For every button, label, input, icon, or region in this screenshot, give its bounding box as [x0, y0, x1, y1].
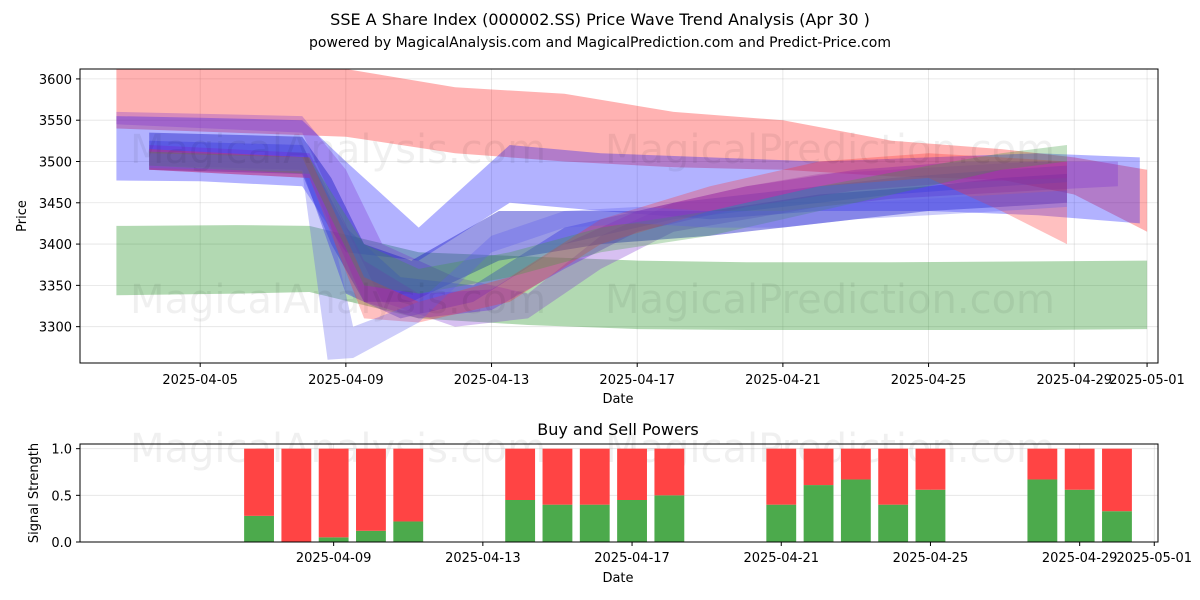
price-y-tick-label: 3300 [39, 321, 72, 336]
buy-bar [654, 495, 685, 542]
price-x-tick-label: 2025-04-05 [162, 373, 238, 388]
chart-title: SSE A Share Index (000002.SS) Price Wave… [330, 10, 870, 29]
sell-bar [1027, 448, 1058, 480]
signal-x-tick-label: 2025-05-01 [1116, 551, 1192, 566]
sell-bar [542, 448, 573, 505]
price-bands [116, 69, 1148, 360]
sell-bar [840, 448, 871, 480]
sell-bar [1064, 448, 1095, 490]
sell-bar [1102, 448, 1132, 512]
sell-bar [318, 448, 349, 538]
price-grid [80, 69, 1158, 363]
buy-bar [766, 504, 797, 542]
watermark-analysis-1: MagicalAnalysis.com [130, 127, 546, 173]
signal-x-tick-label: 2025-04-29 [1042, 551, 1118, 566]
price-watermarks: MagicalAnalysis.com MagicalPrediction.co… [130, 127, 1055, 323]
watermark-analysis-2: MagicalAnalysis.com [130, 277, 546, 323]
price-y-tick-label: 3600 [39, 73, 72, 88]
buy-bar [318, 537, 349, 542]
price-band-wave-3 [149, 145, 1067, 319]
buy-bar [878, 504, 909, 542]
signal-plot-frame [79, 443, 1159, 543]
buy-bar [542, 504, 573, 542]
price-x-tick-label: 2025-04-09 [308, 373, 384, 388]
price-y-tick-label: 3350 [39, 279, 72, 294]
price-wave-chart: MagicalAnalysis.com MagicalPrediction.co… [15, 68, 1185, 407]
price-band-wave-2 [149, 140, 1067, 319]
sell-bar [803, 448, 834, 486]
sell-bar [505, 448, 536, 500]
signal-x-tick-label: 2025-04-17 [594, 551, 670, 566]
sell-bar [579, 448, 610, 505]
buy-bar [356, 530, 386, 542]
signal-x-tick-label: 2025-04-09 [296, 551, 372, 566]
signal-y-axis-label: Signal Strength [27, 443, 42, 543]
price-band-wave-6 [149, 153, 1067, 360]
sell-bar [356, 448, 386, 531]
signal-x-axis-label: Date [602, 571, 633, 586]
buy-sell-title: Buy and Sell Powers [537, 420, 699, 439]
chart-subtitle: powered by MagicalAnalysis.com and Magic… [309, 35, 891, 51]
sell-bar [766, 448, 797, 505]
buy-bar [617, 500, 647, 542]
price-y-tick-label: 3450 [39, 197, 72, 212]
buy-bar [1027, 479, 1058, 542]
price-band-red-upper-band [116, 69, 1148, 232]
buy-bar [803, 485, 834, 542]
signal-y-tick-label: 0.5 [51, 489, 72, 504]
price-axes: 2025-04-05 2025-04-09 2025-04-13 2025-04-17… [39, 73, 1185, 388]
price-x-tick-label: 2025-04-13 [454, 373, 530, 388]
price-x-tick-label: 2025-05-01 [1109, 373, 1185, 388]
signal-x-tick-label: 2025-04-13 [445, 551, 521, 566]
price-y-axis-label: Price [15, 200, 30, 232]
sell-bar [244, 448, 274, 516]
buy-bar [393, 521, 424, 542]
price-band-green-lower-band [116, 225, 1148, 330]
signal-y-tick-label: 1.0 [51, 443, 72, 458]
price-band-blue-main-band [116, 116, 1140, 261]
buy-bar [915, 489, 946, 542]
sell-bar [654, 448, 685, 496]
price-y-tick-label: 3550 [39, 114, 72, 129]
signal-x-tick-label: 2025-04-25 [893, 551, 969, 566]
buy-bar [1102, 511, 1132, 542]
price-band-wave-5 [149, 145, 1067, 294]
sell-bar [393, 448, 424, 522]
sell-bar [281, 448, 312, 542]
watermark-prediction-1: MagicalPrediction.com [605, 127, 1055, 173]
price-plot-frame [79, 68, 1159, 364]
buy-bar [1064, 489, 1095, 542]
signal-axes: 2025-04-09 2025-04-13 2025-04-17 2025-04-21… [51, 443, 1192, 566]
price-x-tick-label: 2025-04-25 [891, 373, 967, 388]
signal-y-tick-label: 0.0 [51, 536, 72, 551]
signal-x-tick-label: 2025-04-21 [743, 551, 819, 566]
buy-bar [244, 515, 274, 542]
sell-bar [617, 448, 647, 500]
sell-bar [915, 448, 946, 490]
buy-bar [579, 504, 610, 542]
price-y-tick-label: 3500 [39, 155, 72, 170]
price-band-wave-1 [149, 132, 1067, 302]
sell-bar [878, 448, 909, 505]
price-y-tick-label: 3400 [39, 238, 72, 253]
signal-bars [244, 448, 1132, 542]
buy-sell-power-chart: Buy and Sell Powers MagicalAnalysis.com … [27, 420, 1192, 586]
price-x-axis-label: Date [602, 392, 633, 407]
price-x-tick-label: 2025-04-29 [1036, 373, 1112, 388]
buy-bar [505, 500, 536, 542]
buy-bar [840, 479, 871, 542]
watermark-prediction-2: MagicalPrediction.com [605, 277, 1055, 323]
price-x-tick-label: 2025-04-21 [745, 373, 821, 388]
price-band-wave-4 [149, 149, 1067, 323]
price-x-tick-label: 2025-04-17 [599, 373, 675, 388]
